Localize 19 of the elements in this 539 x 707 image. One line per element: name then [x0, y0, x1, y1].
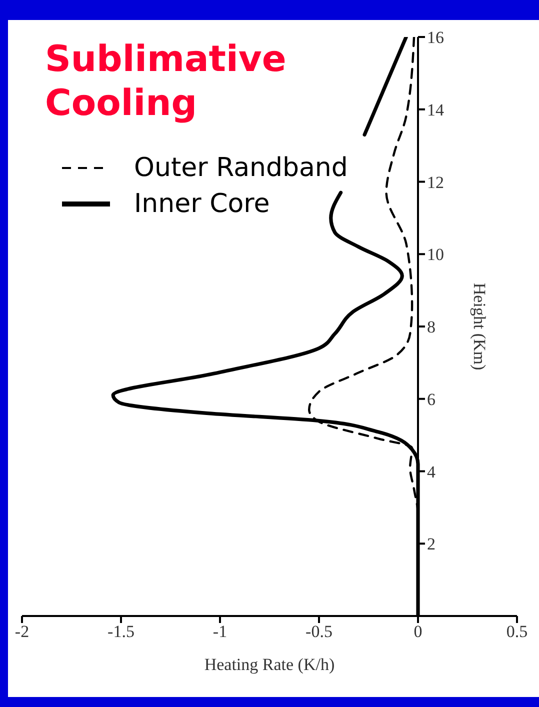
- x-tick-label: -1.5: [108, 622, 134, 642]
- y-tick-label: 14: [427, 100, 444, 120]
- x-tick-label: -0.5: [306, 622, 332, 642]
- x-axis-title: Heating Rate (K/h): [204, 655, 335, 674]
- y-tick-label: 2: [427, 534, 436, 554]
- y-tick-label: 4: [427, 462, 436, 482]
- text: Sublimative Cooling: [45, 38, 288, 126]
- x-tick-label: 0.5: [506, 622, 528, 642]
- x-tick-label: -2: [14, 622, 30, 642]
- y-tick-label: 10: [427, 245, 444, 264]
- legend-label: Outer Randband: [134, 153, 348, 183]
- x-tick-label: 0: [414, 622, 422, 642]
- y-tick-label: 6: [427, 390, 436, 409]
- y-tick-label: 16: [427, 28, 444, 48]
- y-tick-label: 12: [427, 172, 444, 192]
- y-axis-title: Height (Km): [470, 282, 489, 370]
- legend-label: Inner Core: [134, 189, 270, 219]
- x-tick-label: -1: [212, 622, 228, 642]
- y-tick-label: 8: [427, 318, 436, 337]
